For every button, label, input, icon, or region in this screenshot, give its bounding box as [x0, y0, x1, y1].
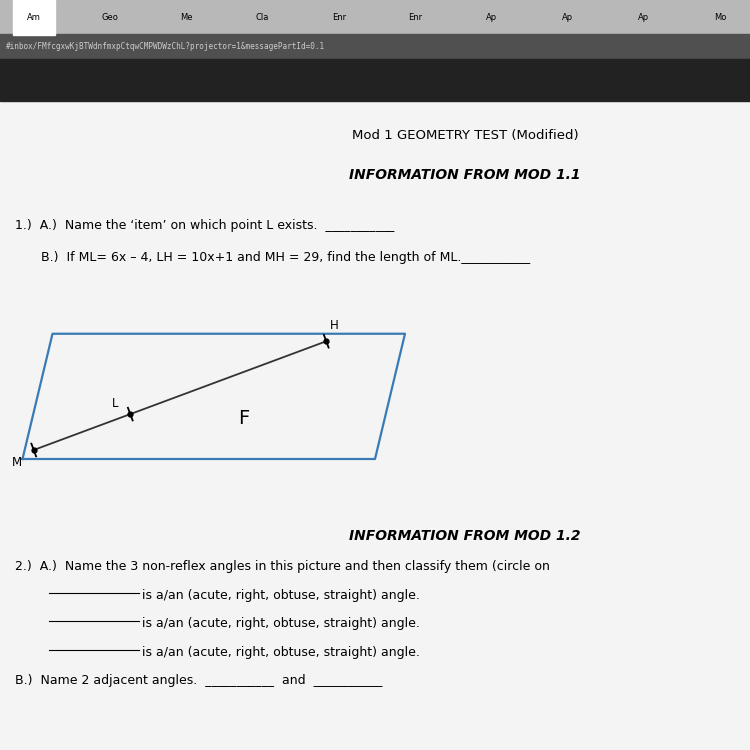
Text: B.)  If ML= 6x – 4, LH = 10x+1 and MH = 29, find the length of ML.___________: B.) If ML= 6x – 4, LH = 10x+1 and MH = 2… — [41, 251, 530, 263]
Text: 1.)  A.)  Name the ‘item’ on which point L exists.  ___________: 1.) A.) Name the ‘item’ on which point L… — [15, 219, 394, 232]
Text: B.)  Name 2 adjacent angles.  ___________  and  ___________: B.) Name 2 adjacent angles. ___________ … — [15, 674, 382, 687]
Text: Me: Me — [180, 13, 193, 22]
Text: INFORMATION FROM MOD 1.1: INFORMATION FROM MOD 1.1 — [350, 168, 580, 182]
Text: Am: Am — [27, 13, 40, 22]
Text: Geo: Geo — [101, 13, 118, 22]
Text: Mod 1 GEOMETRY TEST (Modified): Mod 1 GEOMETRY TEST (Modified) — [352, 129, 578, 142]
Text: Enr: Enr — [408, 13, 422, 22]
Text: INFORMATION FROM MOD 1.2: INFORMATION FROM MOD 1.2 — [350, 529, 580, 543]
Text: 2.)  A.)  Name the 3 non-reflex angles in this picture and then classify them (c: 2.) A.) Name the 3 non-reflex angles in … — [15, 560, 550, 573]
Text: F: F — [238, 410, 249, 428]
Text: Enr: Enr — [332, 13, 346, 22]
Text: is a/an (acute, right, obtuse, straight) angle.: is a/an (acute, right, obtuse, straight)… — [142, 617, 420, 630]
Text: Mo: Mo — [714, 13, 726, 22]
Text: #inbox/FMfcgxwKjBTWdnfmxpCtqwCMPWDWzChL?projector=1&messagePartId=0.1: #inbox/FMfcgxwKjBTWdnfmxpCtqwCMPWDWzChL?… — [6, 43, 326, 52]
Text: Ap: Ap — [562, 13, 573, 22]
Text: is a/an (acute, right, obtuse, straight) angle.: is a/an (acute, right, obtuse, straight)… — [142, 646, 420, 658]
Bar — [0, 0, 750, 34]
Text: L: L — [112, 398, 118, 410]
Text: Cla: Cla — [256, 13, 269, 22]
Bar — [0, 34, 750, 59]
Bar — [0, 100, 750, 750]
Text: H: H — [330, 320, 339, 332]
Bar — [13, 0, 55, 34]
Text: M: M — [12, 456, 22, 469]
Bar — [0, 59, 750, 100]
Text: Ap: Ap — [486, 13, 496, 22]
Text: Ap: Ap — [638, 13, 650, 22]
Text: is a/an (acute, right, obtuse, straight) angle.: is a/an (acute, right, obtuse, straight)… — [142, 589, 420, 602]
